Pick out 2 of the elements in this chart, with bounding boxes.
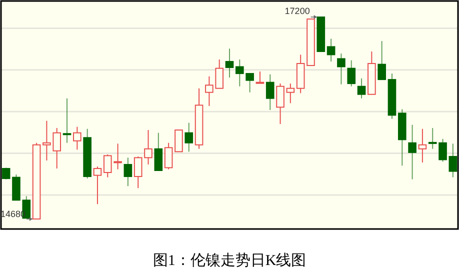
- caption: 图1：伦镍走势日K线图: [152, 252, 306, 269]
- annotation: 17200: [284, 6, 310, 16]
